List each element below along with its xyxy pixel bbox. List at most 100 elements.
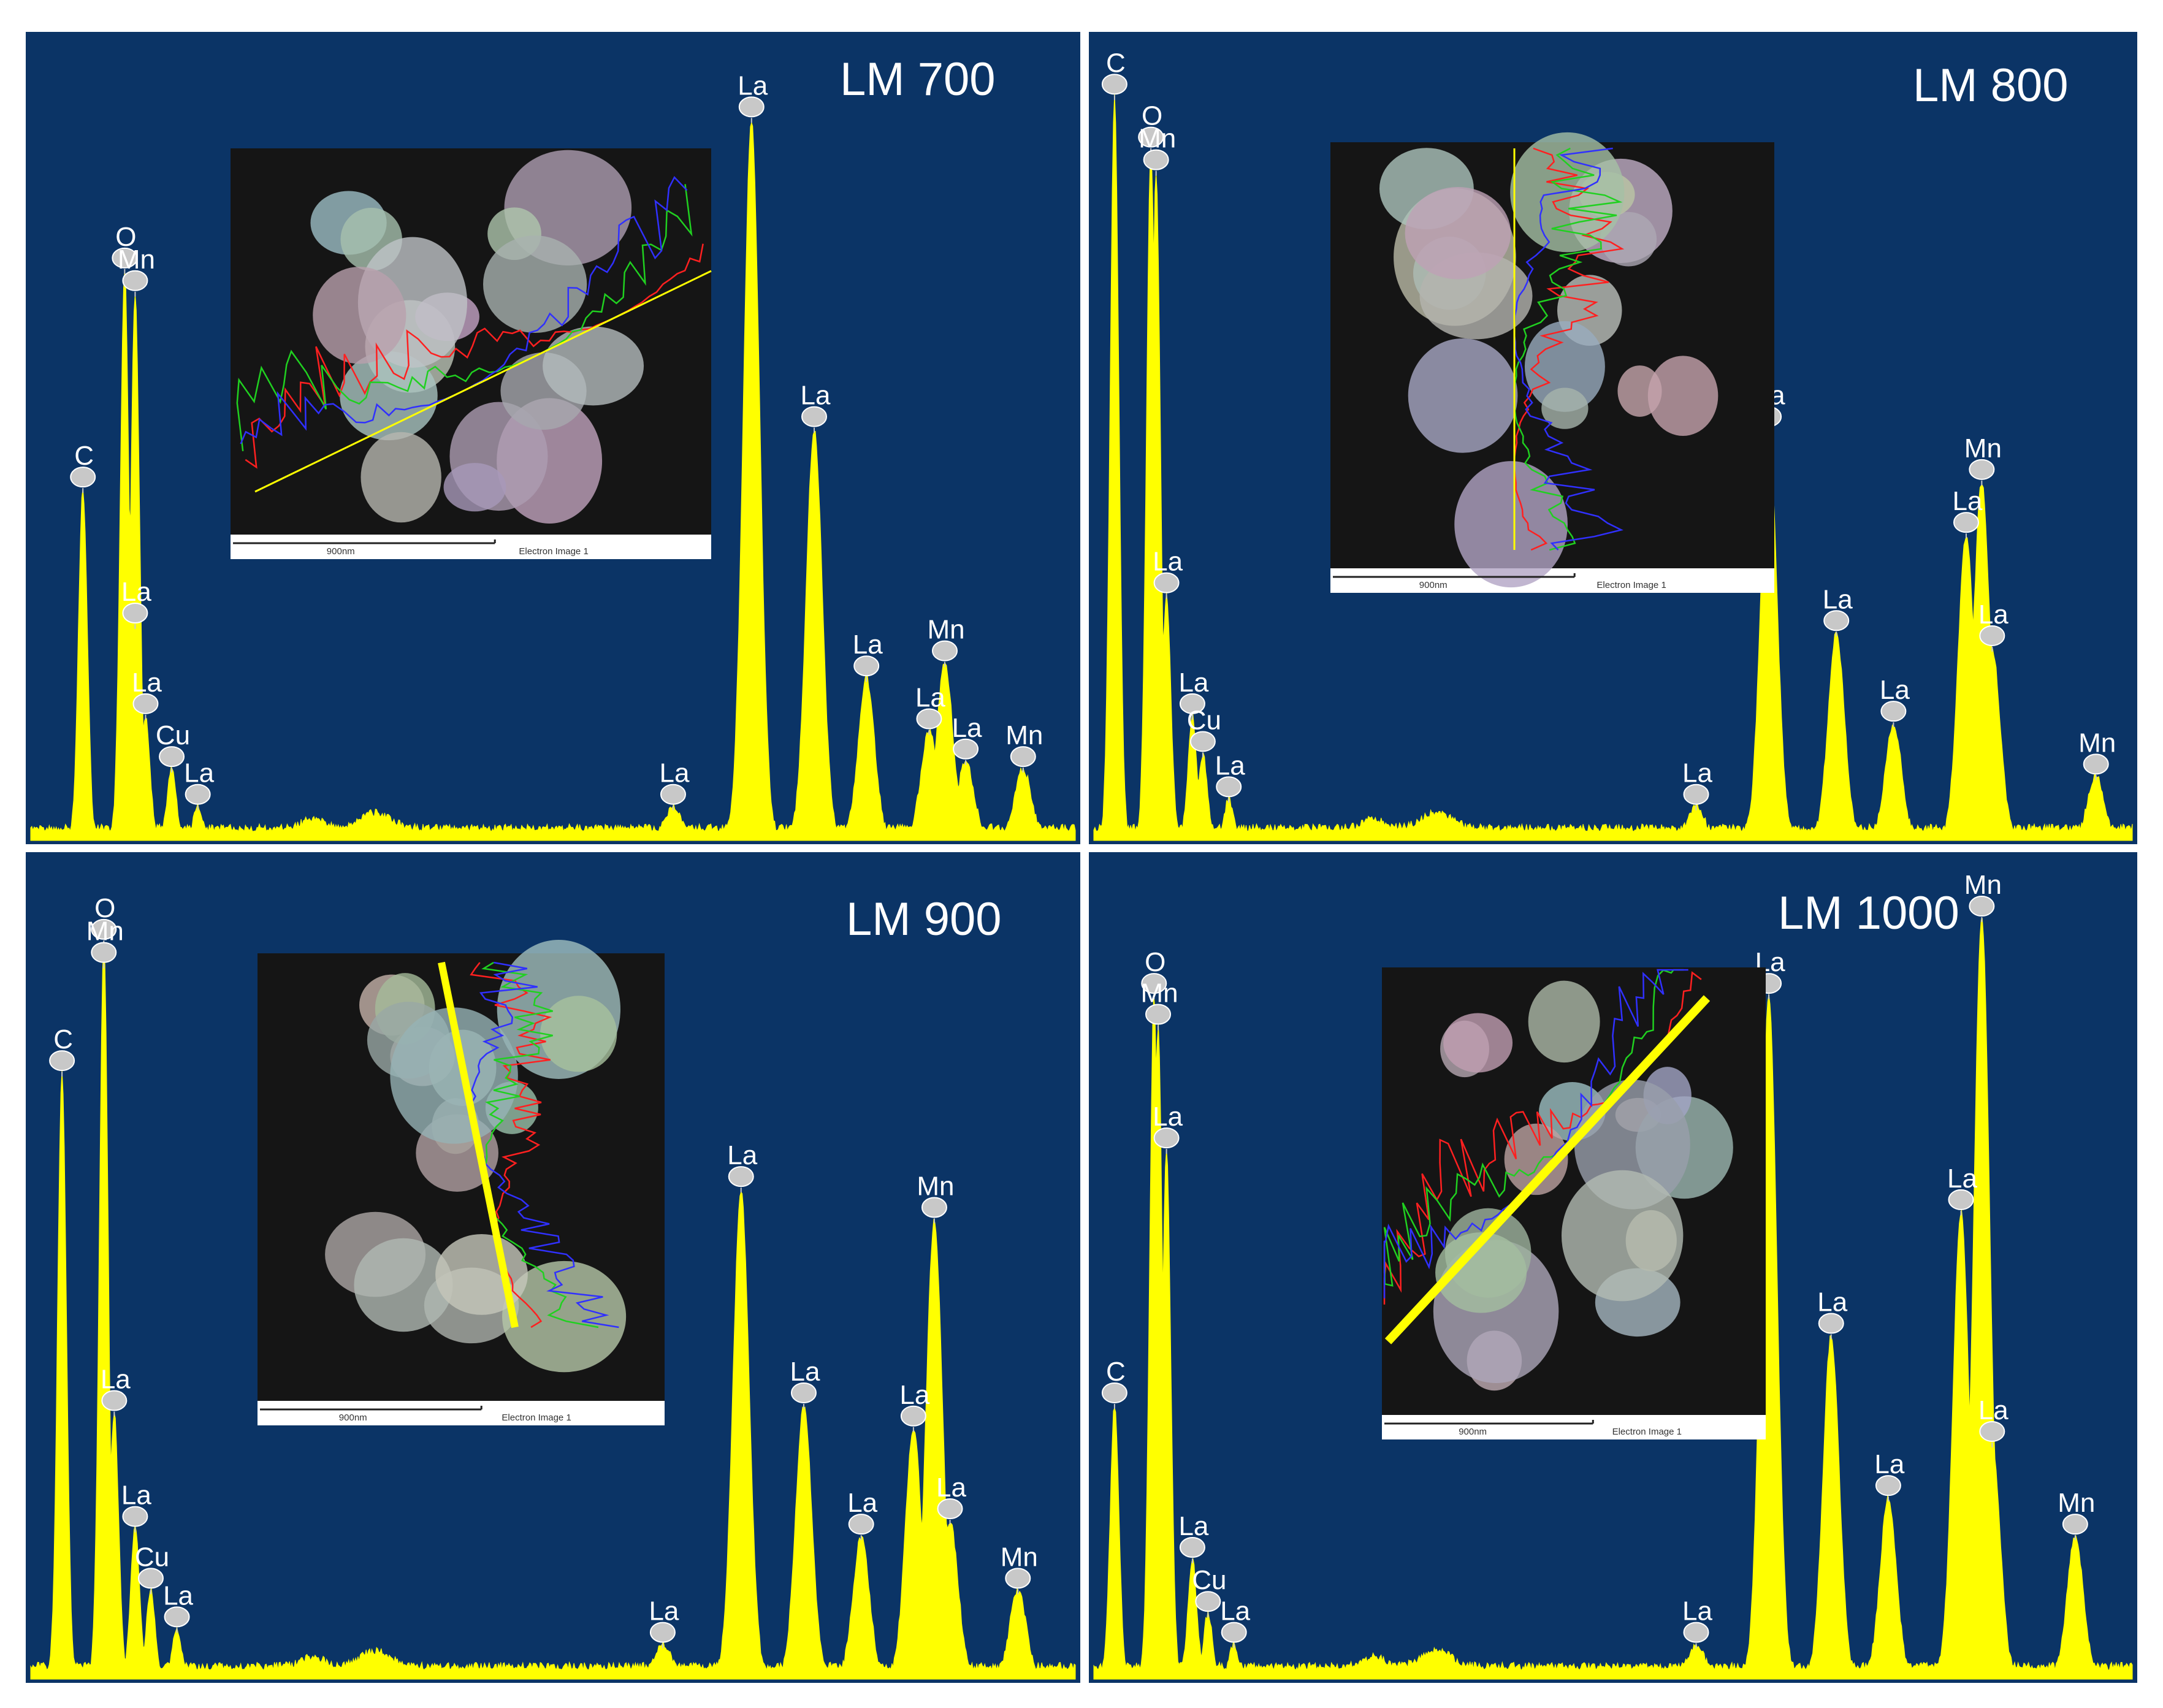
marker-bubble	[1179, 693, 1205, 714]
spectrum-area	[30, 943, 1076, 1680]
peak-label: Cu	[1187, 705, 1221, 735]
marker-bubble	[900, 1405, 926, 1427]
particle	[540, 996, 617, 1072]
marker-bubble	[853, 655, 880, 677]
electron-image-inset: 900nm Electron Image 1	[1330, 132, 1774, 593]
particle	[360, 432, 441, 523]
peak-marker-la: La	[936, 1473, 967, 1525]
peak-label: La	[936, 1473, 966, 1503]
marker-bubble	[1179, 1536, 1205, 1558]
peak-marker-la: La	[727, 1140, 758, 1193]
marker-bubble	[728, 1166, 754, 1188]
peak-marker-la: La	[121, 1481, 151, 1533]
peak-marker-o: O	[1141, 947, 1167, 1000]
spectrum-area	[1093, 93, 2133, 841]
peak-marker-la: La	[790, 1357, 820, 1409]
peak-marker-la: La	[801, 381, 831, 433]
peak-marker-la: La	[1178, 1511, 1209, 1563]
scale-label: 900nm	[1419, 580, 1448, 590]
peak-label: La	[1978, 1395, 2009, 1425]
line-profile-red	[1513, 147, 1625, 551]
marker-bubble	[1143, 149, 1169, 170]
marker-bubble	[1138, 126, 1164, 148]
spectrum-area	[30, 121, 1076, 841]
peak-marker-la: La	[1952, 486, 1983, 539]
scan-line	[1384, 995, 1711, 1344]
line-profile-green	[481, 961, 599, 1329]
panel-title: LM 800	[1913, 59, 2069, 112]
peak-marker-la: La	[1880, 675, 1910, 728]
particle	[1524, 321, 1605, 412]
scale-label: 900nm	[327, 546, 355, 557]
marker-bubble	[164, 1606, 190, 1628]
marker-bubble	[2083, 753, 2109, 775]
peak-marker-la: La	[132, 668, 162, 720]
marker-bubble	[1979, 625, 2005, 646]
peak-label: La	[1153, 547, 1183, 577]
peak-marker-c: C	[1101, 48, 1127, 101]
peak-marker-la: La	[659, 758, 690, 810]
marker-bubble	[738, 96, 765, 118]
peak-marker-c: C	[70, 441, 96, 494]
particle	[502, 1260, 627, 1373]
marker-bubble	[1683, 783, 1709, 805]
particle	[1541, 387, 1589, 429]
marker-bubble	[916, 708, 942, 730]
marker-bubble	[1875, 1475, 1901, 1496]
peak-marker-la: La	[1978, 600, 2009, 652]
marker-bubble	[1969, 896, 1995, 917]
panel-title: LM 1000	[1778, 887, 1959, 939]
particle	[1510, 132, 1625, 253]
marker-bubble	[122, 270, 148, 291]
peak-label: La	[121, 1481, 151, 1511]
peak-label: La	[659, 758, 689, 788]
peak-label: La	[801, 381, 831, 411]
marker-bubble	[70, 467, 96, 488]
peak-label: Mn	[118, 245, 155, 275]
line-profile-green	[1383, 969, 1684, 1287]
marker-bubble	[1145, 1004, 1172, 1025]
marker-bubble	[2062, 1514, 2088, 1535]
peak-marker-mn: Mn	[1964, 870, 2002, 923]
scale-label: 900nm	[339, 1413, 367, 1423]
peak-label: Mn	[1964, 870, 2002, 900]
image-caption: Electron Image 1	[1612, 1427, 1682, 1437]
peak-label: La	[1880, 675, 1910, 705]
peak-label: O	[1145, 947, 1165, 977]
marker-bubble	[1969, 459, 1995, 480]
peak-label: O	[94, 893, 115, 923]
peak-label: La	[163, 1580, 193, 1611]
peak-marker-mn: Mn	[1140, 978, 1178, 1031]
peak-label: La	[132, 668, 162, 698]
peak-marker-la: La	[1220, 1596, 1251, 1649]
peak-label: C	[1106, 48, 1126, 78]
marker-bubble	[1153, 572, 1180, 593]
peak-label: Mn	[917, 1172, 954, 1202]
marker-bubble	[1153, 1127, 1180, 1149]
particle	[435, 1233, 528, 1315]
marker-bubble	[953, 738, 979, 760]
peak-marker-mn: Mn	[1005, 720, 1043, 773]
peak-marker-mn: Mn	[2078, 728, 2116, 780]
peak-marker-la: La	[853, 630, 883, 682]
marker-bubble	[790, 1382, 817, 1403]
peak-marker-mn: Mn	[86, 917, 124, 969]
peak-label: O	[1142, 101, 1162, 131]
line-profile-green	[236, 184, 693, 452]
particle	[1435, 1232, 1527, 1313]
peak-label: La	[1153, 1102, 1183, 1132]
marker-bubble	[185, 783, 211, 805]
marker-bubble	[91, 942, 117, 963]
peak-label: Mn	[86, 917, 124, 947]
peak-marker-mn: Mn	[1139, 124, 1176, 176]
peak-marker-mn: Mn	[1964, 433, 2002, 486]
peak-label: La	[1178, 668, 1208, 698]
marker-bubble	[660, 783, 686, 805]
marker-bubble	[1141, 973, 1167, 994]
peak-label: Mn	[2078, 728, 2116, 758]
particle	[1443, 1013, 1513, 1073]
peak-label: O	[115, 222, 136, 252]
peak-marker-la: La	[738, 71, 768, 123]
line-profile-red	[245, 243, 704, 469]
